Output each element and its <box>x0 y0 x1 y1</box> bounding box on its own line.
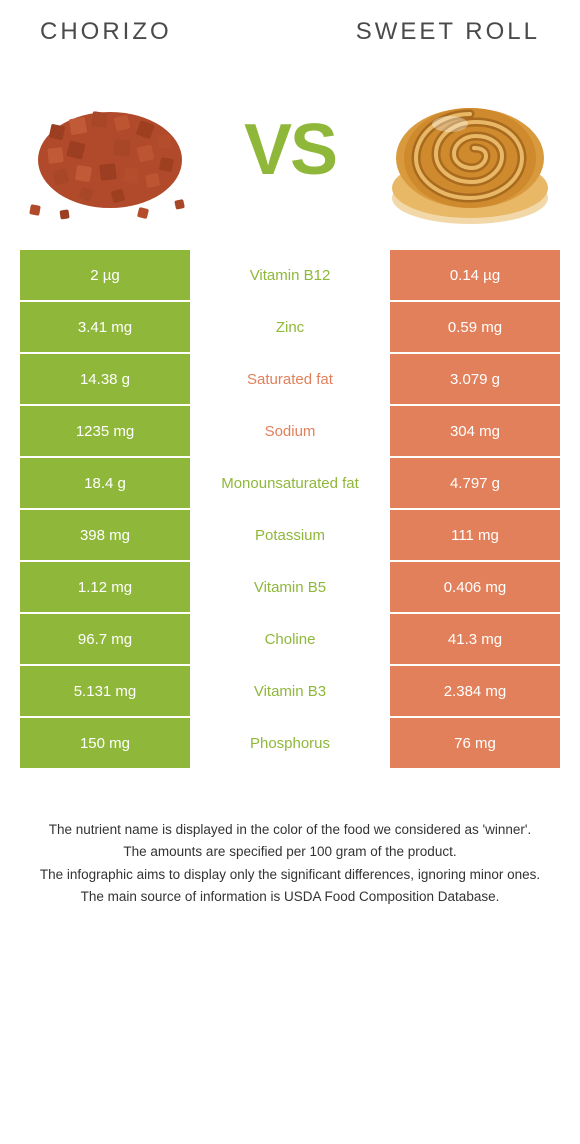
left-value: 1235 mg <box>20 406 190 456</box>
table-row: 14.38 gSaturated fat3.079 g <box>20 354 560 404</box>
right-value: 0.59 mg <box>390 302 560 352</box>
header-row: Chorizo Sweet roll <box>0 0 580 58</box>
footnotes: The nutrient name is displayed in the co… <box>0 770 580 907</box>
nutrient-name: Vitamin B12 <box>190 250 390 300</box>
right-value: 111 mg <box>390 510 560 560</box>
left-value: 150 mg <box>20 718 190 768</box>
left-value: 5.131 mg <box>20 666 190 716</box>
right-value: 304 mg <box>390 406 560 456</box>
footnote-line: The main source of information is USDA F… <box>20 887 560 907</box>
table-row: 96.7 mgCholine41.3 mg <box>20 614 560 664</box>
left-food-title: Chorizo <box>40 18 172 46</box>
right-value: 0.406 mg <box>390 562 560 612</box>
chorizo-image <box>20 70 200 230</box>
right-value: 4.797 g <box>390 458 560 508</box>
left-value: 2 µg <box>20 250 190 300</box>
nutrient-name: Saturated fat <box>190 354 390 404</box>
left-value: 96.7 mg <box>20 614 190 664</box>
nutrient-name: Choline <box>190 614 390 664</box>
left-value: 3.41 mg <box>20 302 190 352</box>
nutrient-name: Monounsaturated fat <box>190 458 390 508</box>
table-row: 150 mgPhosphorus76 mg <box>20 718 560 768</box>
table-row: 1.12 mgVitamin B50.406 mg <box>20 562 560 612</box>
right-value: 3.079 g <box>390 354 560 404</box>
footnote-line: The amounts are specified per 100 gram o… <box>20 842 560 862</box>
vs-label: VS <box>244 109 336 191</box>
table-row: 3.41 mgZinc0.59 mg <box>20 302 560 352</box>
left-value: 398 mg <box>20 510 190 560</box>
sweet-roll-image <box>380 70 560 230</box>
nutrient-name: Vitamin B5 <box>190 562 390 612</box>
nutrient-name: Vitamin B3 <box>190 666 390 716</box>
nutrient-name: Potassium <box>190 510 390 560</box>
nutrient-name: Sodium <box>190 406 390 456</box>
nutrient-table: 2 µgVitamin B120.14 µg3.41 mgZinc0.59 mg… <box>0 250 580 768</box>
table-row: 5.131 mgVitamin B32.384 mg <box>20 666 560 716</box>
table-row: 18.4 gMonounsaturated fat4.797 g <box>20 458 560 508</box>
footnote-line: The nutrient name is displayed in the co… <box>20 820 560 840</box>
right-food-title: Sweet roll <box>356 18 540 46</box>
left-value: 18.4 g <box>20 458 190 508</box>
left-value: 1.12 mg <box>20 562 190 612</box>
table-row: 1235 mgSodium304 mg <box>20 406 560 456</box>
footnote-line: The infographic aims to display only the… <box>20 865 560 885</box>
nutrient-name: Zinc <box>190 302 390 352</box>
right-value: 2.384 mg <box>390 666 560 716</box>
left-value: 14.38 g <box>20 354 190 404</box>
right-value: 41.3 mg <box>390 614 560 664</box>
table-row: 2 µgVitamin B120.14 µg <box>20 250 560 300</box>
right-value: 76 mg <box>390 718 560 768</box>
nutrient-name: Phosphorus <box>190 718 390 768</box>
images-row: VS <box>0 58 580 250</box>
table-row: 398 mgPotassium111 mg <box>20 510 560 560</box>
right-value: 0.14 µg <box>390 250 560 300</box>
